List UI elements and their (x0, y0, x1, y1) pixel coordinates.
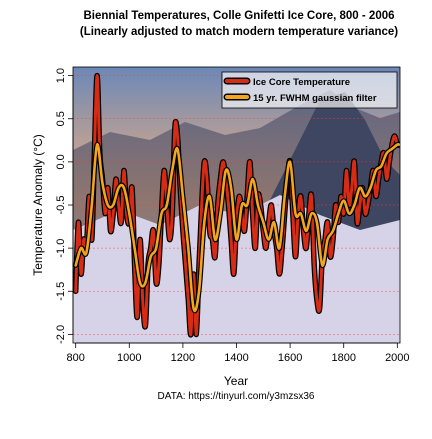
y-tick-label: 1.0 (55, 68, 67, 83)
x-tick-label: 800 (67, 352, 85, 364)
x-tick-label: 1800 (331, 352, 355, 364)
legend: Ice Core Temperature 15 yr. FWHM gaussia… (221, 71, 398, 109)
y-tick-label: -0.5 (55, 196, 67, 215)
y-tick-label: 0.0 (55, 154, 67, 169)
x-tick-label: 1600 (278, 352, 302, 364)
legend-box (221, 71, 398, 109)
x-axis: 800 1000 1200 1400 1600 1800 2000 (67, 342, 410, 364)
x-tick-label: 2000 (385, 352, 409, 364)
chart-subtitle: (Linearly adjusted to match modern tempe… (80, 26, 398, 38)
x-tick-label: 1400 (224, 352, 248, 364)
y-axis: -2.0 -1.5 -1.0 -0.5 0.0 0.5 1.0 (55, 68, 74, 344)
series-layer (73, 72, 400, 338)
y-tick-label: -1.0 (55, 239, 67, 258)
y-tick-label: -1.5 (55, 282, 67, 301)
x-axis-label: Year (224, 374, 248, 388)
chart-title: Biennial Temperatures, Colle Gnifetti Ic… (83, 10, 394, 22)
y-axis-label: Temperature Anomaly (°C) (31, 134, 45, 276)
x-tick-label: 1200 (171, 352, 195, 364)
gaussian-filter-line (74, 142, 400, 313)
data-source-caption: DATA: https://tinyurl.com/y3mzsx36 (158, 391, 315, 402)
y-tick-label: 0.5 (55, 111, 67, 126)
y-tick-label: -2.0 (55, 325, 67, 344)
legend-label-ice-core: Ice Core Temperature (253, 77, 350, 88)
x-tick-label: 1000 (117, 352, 141, 364)
legend-label-filter: 15 yr. FWHM gaussian filter (253, 93, 377, 104)
